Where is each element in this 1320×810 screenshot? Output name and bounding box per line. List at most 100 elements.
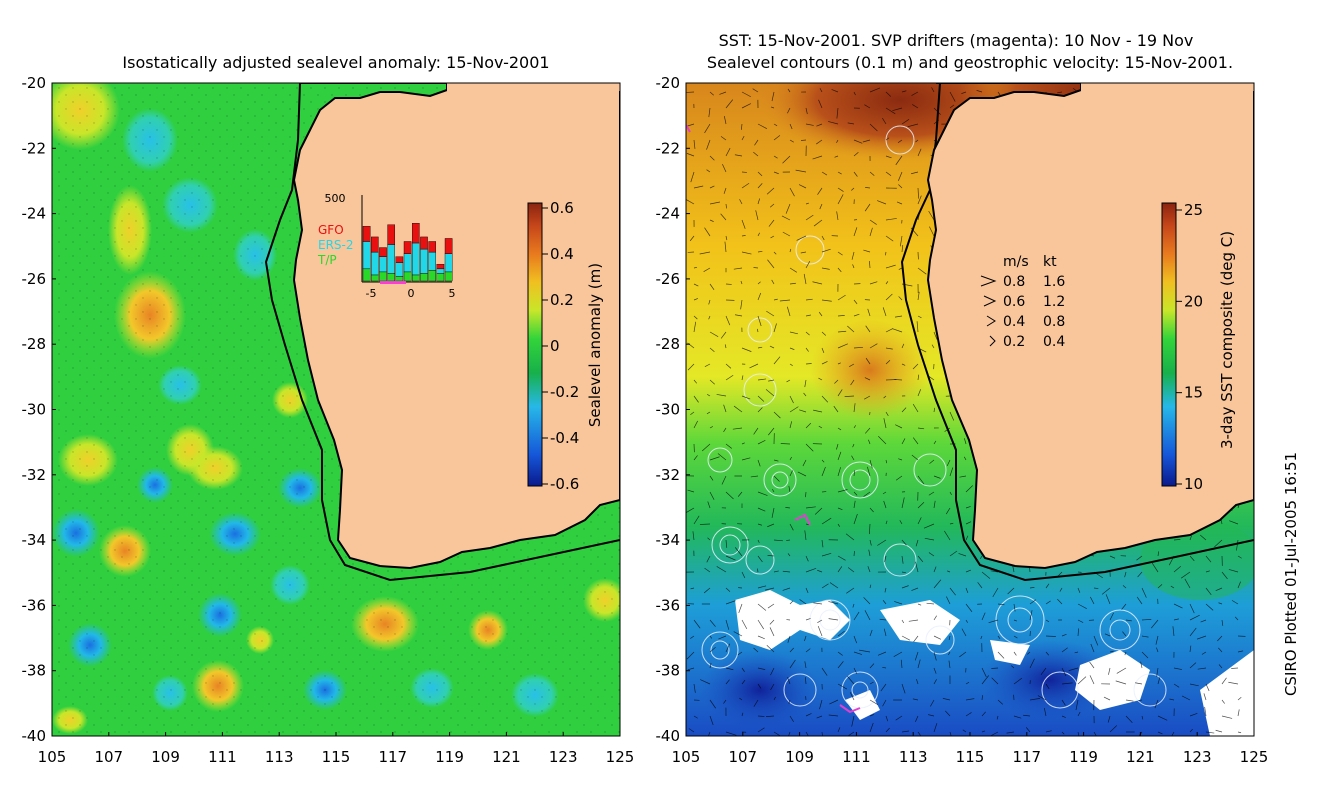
velocity-vector [885,727,890,733]
velocity-vector [719,91,727,95]
velocity-vector [882,117,887,125]
velocity-vector [1077,619,1084,623]
velocity-vector [1228,681,1239,685]
velocity-vector [1231,600,1239,605]
velocity-vector [901,90,907,93]
velocity-vector [917,427,925,430]
velocity-vector [847,325,855,333]
velocity-vector [1156,667,1159,677]
inset-bar-tp [403,271,412,282]
velocity-vector [819,699,823,710]
velocity-vector [848,731,855,736]
velocity-vector [716,394,727,397]
right-panel-title-line2: Sealevel contours (0.1 m) and geostrophi… [707,53,1233,72]
velocity-vector [907,123,919,128]
velocity-vector [693,315,698,320]
colorbar-tick-label: -0.6 [550,475,579,493]
velocity-vector [901,343,905,349]
velocity-vector [901,539,907,546]
velocity-vector [849,363,855,367]
x-tick-label: 123 [1183,748,1212,766]
colorbar-tick-label: 15 [1184,384,1203,402]
velocity-vector [757,539,760,543]
speed-legend-kt: 0.8 [1043,314,1065,330]
colorbar-tick-label: 0.2 [550,291,574,309]
velocity-vector [686,153,695,157]
velocity-vector [725,235,728,241]
velocity-vector [708,315,711,320]
inset-bar-ers [412,242,420,276]
velocity-vector [773,411,781,419]
velocity-vector [767,603,775,609]
inset-bar-tp [420,273,428,282]
velocity-vector [961,628,967,637]
velocity-vector [741,251,752,255]
x-tick-label: 105 [38,748,67,766]
velocity-vector [979,555,983,560]
y-tick-label: -20 [22,74,47,92]
velocity-vector [949,411,955,421]
velocity-vector [706,169,711,173]
right-y-axis-ticks: -20 -22 -24 -26 -28 -30 -32 -34 -36 -38 -40 [656,74,690,745]
velocity-vector [723,699,727,704]
colorbar-tick-label: 10 [1184,475,1203,493]
velocity-vector [773,570,779,573]
velocity-vector [868,549,871,557]
velocity-vector [773,171,779,175]
y-tick-label: -38 [22,662,47,680]
velocity-vector [1151,619,1159,629]
velocity-vector [765,715,775,717]
velocity-vector [789,647,794,653]
velocity-vector [1228,569,1239,573]
velocity-vector [1093,635,1099,646]
velocity-vector [787,553,791,557]
velocity-vector [853,346,863,349]
velocity-vector [869,123,878,132]
velocity-vector [849,692,855,701]
velocity-vector [764,587,775,591]
inset-bar-tp [444,271,453,282]
velocity-vector [689,235,695,242]
velocity-vector [788,485,791,493]
velocity-vector [812,155,823,160]
velocity-vector [787,635,791,643]
velocity-vector [768,379,775,382]
velocity-vector [1121,603,1127,610]
velocity-vector [981,711,986,717]
y-tick-label: -36 [22,596,47,614]
inset-histogram: 500 GFO ERS-2 T/P -5 0 5 [317,192,456,300]
velocity-vector [959,651,967,658]
velocity-vector [741,235,746,237]
inset-bar-gfo [444,238,453,254]
velocity-vector [1237,581,1241,589]
inset-bar-ers [395,262,404,277]
velocity-vector [805,587,809,594]
speed-legend-arrow [986,315,996,327]
velocity-vector [1184,578,1191,589]
velocity-vector [1027,651,1031,655]
velocity-vector [821,667,828,676]
velocity-vector [770,667,775,676]
velocity-vector [789,282,796,285]
velocity-vector [818,99,823,109]
velocity-vector [949,522,954,525]
velocity-vector [885,171,892,177]
velocity-vector [1231,667,1239,669]
velocity-vector [693,715,698,719]
velocity-vector [885,137,890,141]
velocity-vector [1169,698,1175,701]
velocity-vector [1236,539,1239,551]
velocity-vector [767,555,775,557]
inset-bar-gfo [436,264,445,270]
y-tick-label: -40 [22,727,47,745]
y-tick-label: -36 [656,596,681,614]
velocity-vector [690,635,695,639]
velocity-vector [803,273,807,285]
x-tick-label: 121 [492,748,521,766]
velocity-vector [720,331,727,339]
velocity-vector [789,187,795,197]
velocity-vector [912,437,919,445]
y-tick-label: -26 [656,270,681,288]
velocity-vector [911,91,919,96]
velocity-vector [885,715,889,722]
